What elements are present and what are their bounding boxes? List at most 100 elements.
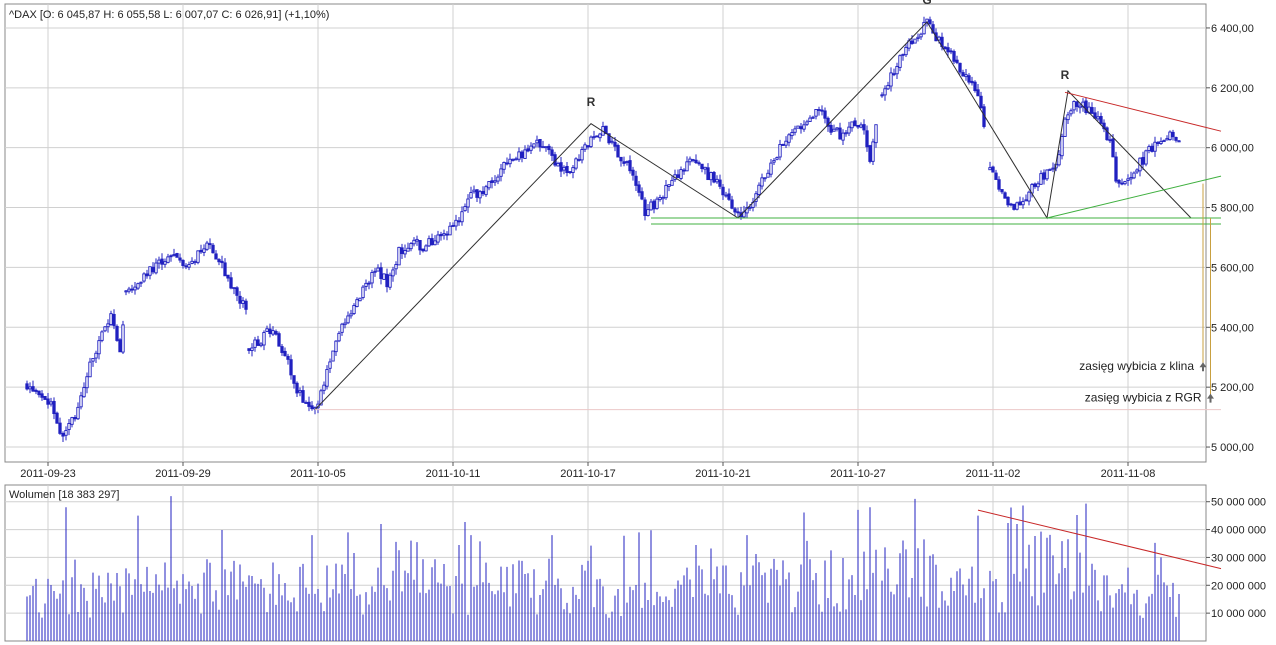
candle-body-up [688, 158, 692, 163]
candle [442, 229, 446, 240]
candle [958, 62, 962, 75]
candle [631, 166, 635, 181]
candle-body-up [349, 313, 353, 317]
candle-body-down [1150, 145, 1154, 152]
candle-body-down [37, 390, 41, 396]
candle-body-up [340, 323, 344, 333]
price-xtick-label: 2011-10-17 [560, 468, 615, 480]
candle-body-up [817, 109, 821, 111]
candle [1150, 143, 1154, 153]
candle [649, 199, 653, 211]
candle-body-down [307, 401, 311, 407]
candle-body-up [409, 243, 413, 250]
candle [76, 402, 80, 420]
price-ytick-label: 5 400,00 [1211, 322, 1254, 334]
candle [478, 190, 482, 204]
volume-trend-line [977, 509, 1222, 570]
candle [133, 282, 137, 295]
candle-body-up [124, 290, 128, 293]
candle-body-up [1126, 178, 1130, 181]
candle [127, 286, 131, 294]
candle [946, 42, 950, 58]
candle [1060, 133, 1064, 160]
candle-body-up [769, 162, 773, 175]
volume-panel: 10 000 000 20 000 000 30 000 000 40 000 000… [4, 484, 1266, 642]
candle-body-up [1147, 146, 1151, 151]
price-panel: 5 000,00 5 200,00 5 400,00 5 600,00 5 800,00… [4, 0, 1254, 480]
candle [82, 382, 86, 398]
candle [286, 353, 290, 365]
candle-body-down [946, 47, 950, 53]
candle-body-down [979, 95, 983, 109]
candle [211, 242, 215, 254]
candle [700, 163, 704, 173]
candle-body-down [616, 145, 620, 158]
candle [1042, 169, 1046, 185]
candle-body-up [304, 402, 308, 404]
candle-body-down [961, 72, 965, 77]
candle-body-down [1114, 156, 1118, 182]
candle-body-up [1051, 167, 1055, 170]
candle [94, 350, 98, 363]
candle [34, 388, 38, 395]
candle [769, 158, 773, 178]
candle-body-down [1075, 101, 1079, 107]
candle-body-up [1060, 136, 1064, 157]
range-annotation: zasięg wybicia z klina [1079, 359, 1194, 373]
candle [151, 262, 155, 275]
candle [1105, 126, 1109, 141]
candle [400, 243, 404, 260]
candle-body-up [319, 390, 323, 406]
candle [427, 235, 431, 247]
candle-body-down [640, 191, 644, 200]
candle-body-down [568, 171, 572, 174]
candle-body-up [748, 206, 752, 209]
candle-body-up [1063, 118, 1067, 137]
candle [889, 67, 893, 92]
candle-body-up [1162, 140, 1166, 143]
candle-body-up [670, 179, 674, 186]
candle-body-up [103, 326, 107, 332]
candle [130, 284, 134, 293]
candle-body-down [733, 208, 737, 213]
candle-body-up [139, 281, 143, 284]
candle [322, 381, 326, 395]
trend-line [314, 21, 1192, 410]
candle [652, 199, 656, 214]
candle [979, 91, 983, 109]
candle-body-up [871, 141, 875, 162]
candle [454, 214, 458, 231]
candle [115, 324, 119, 342]
candle [373, 267, 377, 277]
candle-body-up [1072, 101, 1076, 111]
candle [184, 263, 188, 270]
candle-body-down [73, 416, 77, 420]
candle-body-up [424, 245, 428, 252]
candle-body-down [505, 162, 509, 165]
candle-body-down [220, 260, 224, 264]
candle [910, 35, 914, 45]
price-xtick-label: 2011-09-23 [20, 468, 75, 480]
candle [718, 174, 722, 190]
candle [586, 145, 590, 150]
candle [460, 206, 464, 226]
candle-body-down [928, 19, 932, 25]
candle-body-down [160, 258, 164, 265]
candle-body-up [1069, 110, 1073, 115]
candle-body-up [760, 177, 764, 187]
candle-body-down [217, 259, 221, 263]
candle-body-up [715, 178, 719, 183]
candle [271, 326, 275, 336]
candle-body-down [40, 393, 44, 398]
candle [805, 119, 809, 127]
candle-body-down [526, 148, 530, 152]
candle-body-down [118, 339, 122, 353]
candle [139, 281, 143, 287]
candle-body-up [265, 328, 269, 332]
candle [493, 175, 497, 186]
candle-body-down [973, 81, 977, 92]
candle [592, 130, 596, 140]
candle-body-down [643, 199, 647, 217]
candle-body-up [271, 330, 275, 335]
candle-body-up [250, 347, 254, 351]
